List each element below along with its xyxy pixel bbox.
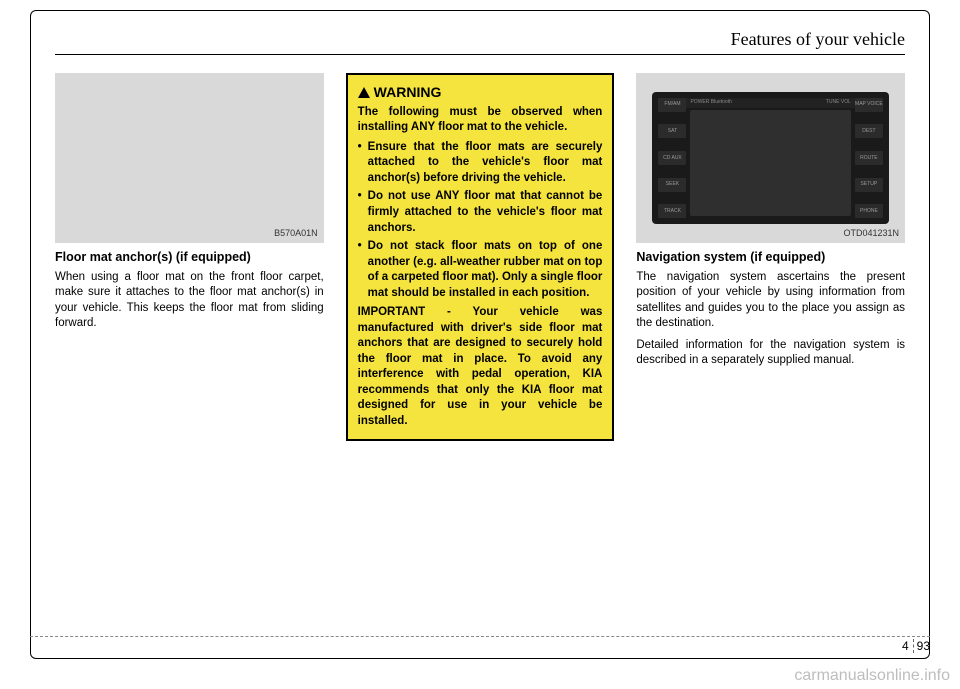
nav-title: Navigation system (if equipped) (636, 249, 905, 266)
nav-device: FM/AM SAT CD AUX SEEK TRACK POWER Blueto… (652, 92, 888, 225)
nav-system-image: FM/AM SAT CD AUX SEEK TRACK POWER Blueto… (636, 73, 905, 243)
warning-intro: The following must be observed when inst… (358, 105, 603, 136)
watermark: carmanualsonline.info (794, 667, 950, 685)
warning-title: WARNING (358, 83, 603, 102)
chapter-number: 4 (902, 639, 914, 653)
nav-btn: TRACK (658, 204, 686, 218)
floor-mat-title: Floor mat anchor(s) (if equipped) (55, 249, 324, 266)
nav-body-1: The navigation system ascertains the pre… (636, 270, 905, 332)
nav-top-bar: POWER Bluetooth TUNE VOL (686, 98, 854, 108)
page-no: 93 (917, 639, 930, 653)
warning-bullet: Ensure that the floor mats are securely … (358, 140, 603, 187)
nav-btn: FM/AM (658, 98, 686, 112)
warning-bullet: Do not stack floor mats on top of one an… (358, 239, 603, 301)
warning-important: IMPORTANT - Your vehicle was manufacture… (358, 305, 603, 429)
warning-label: WARNING (374, 83, 442, 102)
floor-mat-body: When using a floor mat on the front floo… (55, 270, 324, 332)
nav-btn: SETUP (855, 178, 883, 192)
warning-list: Ensure that the floor mats are securely … (358, 140, 603, 301)
page-number: 493 (902, 639, 930, 653)
nav-btn: DEST (855, 124, 883, 138)
image-code: B570A01N (274, 227, 318, 239)
nav-btn: SEEK (658, 178, 686, 192)
warning-icon (358, 87, 370, 98)
manual-page: Features of your vehicle B570A01N Floor … (30, 10, 930, 659)
nav-right-buttons: MAP VOICE DEST ROUTE SETUP PHONE (855, 98, 883, 219)
nav-body-2: Detailed information for the navigation … (636, 338, 905, 369)
nav-left-buttons: FM/AM SAT CD AUX SEEK TRACK (658, 98, 686, 219)
image-code: OTD041231N (843, 227, 899, 239)
column-3: FM/AM SAT CD AUX SEEK TRACK POWER Blueto… (636, 73, 905, 441)
nav-screen (690, 110, 850, 217)
content-columns: B570A01N Floor mat anchor(s) (if equippe… (55, 73, 905, 441)
footer-divider (30, 636, 930, 637)
warning-bullet: Do not use ANY floor mat that cannot be … (358, 189, 603, 236)
nav-btn: ROUTE (855, 151, 883, 165)
nav-btn: PHONE (855, 204, 883, 218)
nav-center: POWER Bluetooth TUNE VOL (686, 98, 854, 219)
floor-mat-image: B570A01N (55, 73, 324, 243)
nav-btn: CD AUX (658, 151, 686, 165)
section-header: Features of your vehicle (55, 29, 905, 55)
warning-box: WARNING The following must be observed w… (346, 73, 615, 441)
nav-top-left: POWER Bluetooth (690, 99, 731, 106)
column-1: B570A01N Floor mat anchor(s) (if equippe… (55, 73, 324, 441)
column-2: WARNING The following must be observed w… (346, 73, 615, 441)
nav-top-right: TUNE VOL (826, 99, 851, 106)
nav-btn: MAP VOICE (855, 98, 883, 112)
nav-btn: SAT (658, 124, 686, 138)
